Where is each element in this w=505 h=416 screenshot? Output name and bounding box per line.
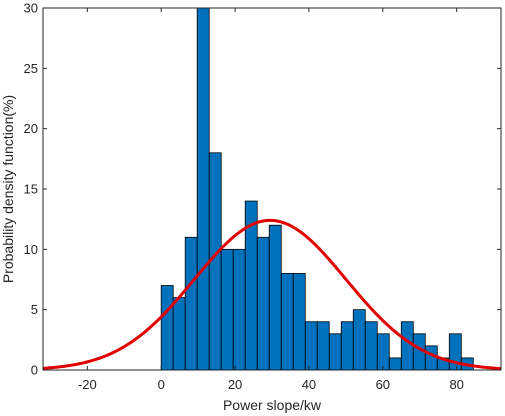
histogram-bar (424, 345, 438, 371)
histogram-bar (256, 236, 270, 371)
bars-group (160, 7, 474, 371)
x-tick-label: -20 (78, 377, 97, 392)
histogram-bar (268, 224, 282, 371)
y-tick-label: 30 (24, 1, 38, 16)
y-axis-label: Probability density function(%) (0, 95, 16, 283)
histogram-bar (280, 273, 294, 371)
histogram-bar (400, 321, 414, 371)
y-tick-label: 5 (31, 302, 38, 317)
y-tick-label: 25 (24, 61, 38, 76)
x-tick-label: 60 (376, 377, 390, 392)
histogram-bar (184, 236, 198, 371)
y-tick-label: 0 (31, 363, 38, 378)
x-axis-ticks: -20 0 20 40 60 80 (78, 8, 464, 392)
y-tick-label: 20 (24, 121, 38, 136)
histogram-bar (292, 273, 306, 371)
x-tick-label: 20 (228, 377, 242, 392)
histogram-bar (340, 321, 354, 371)
y-tick-label: 10 (24, 242, 38, 257)
histogram-bar (364, 321, 378, 371)
x-tick-label: 80 (449, 377, 463, 392)
histogram-bar (328, 333, 342, 371)
histogram-bar (172, 297, 186, 371)
histogram-bar (232, 248, 246, 371)
normal-fit-curve (42, 218, 502, 371)
histogram-bar (196, 7, 210, 371)
histogram-bar (376, 333, 390, 371)
x-tick-label: 40 (302, 377, 316, 392)
histogram-bar (304, 321, 318, 371)
histogram-bar (388, 357, 402, 371)
y-axis-ticks: 0 5 10 15 20 25 30 (24, 1, 501, 378)
histogram-bar (160, 285, 174, 371)
x-tick-label: 0 (158, 377, 165, 392)
histogram-bar (316, 321, 330, 371)
y-tick-label: 15 (24, 182, 38, 197)
histogram-bar (220, 248, 234, 371)
x-axis-label: Power slope/kw (223, 397, 322, 413)
histogram-bar (352, 309, 366, 371)
